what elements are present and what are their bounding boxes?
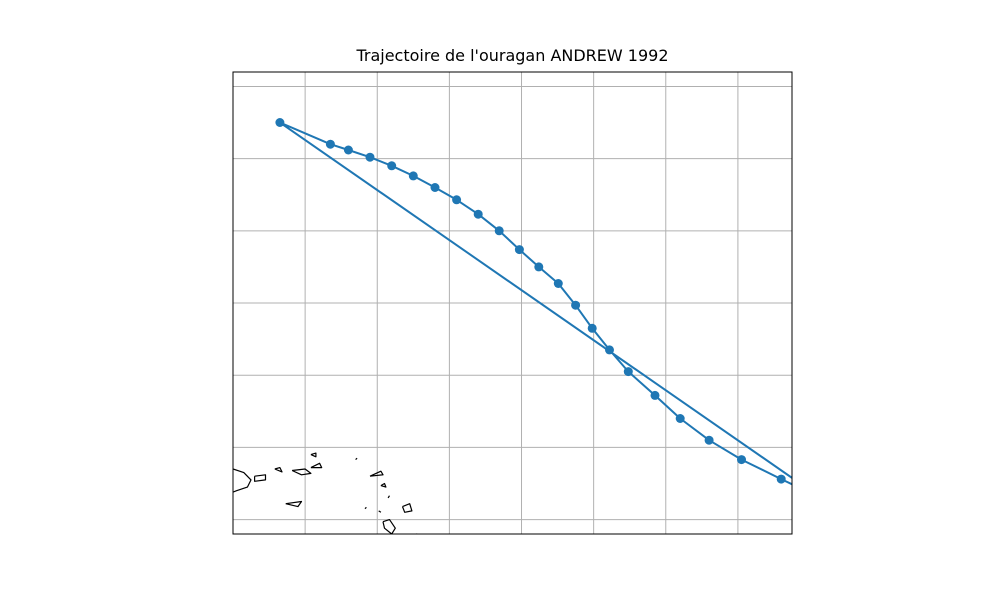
coastline <box>310 462 323 469</box>
coastline <box>274 467 283 473</box>
track-point <box>514 245 524 255</box>
track-point <box>704 435 714 445</box>
coastline <box>285 500 303 508</box>
track-point <box>387 161 397 171</box>
track-point <box>623 367 633 377</box>
track-point <box>473 209 483 219</box>
track-point <box>408 171 418 181</box>
coastline <box>291 468 312 476</box>
coastline <box>233 468 252 493</box>
coastline <box>401 503 413 513</box>
graticule <box>233 72 792 534</box>
track-point <box>365 152 375 162</box>
track-point <box>587 323 597 333</box>
coastline <box>254 474 267 482</box>
coastline <box>364 506 367 510</box>
track-point <box>776 474 786 484</box>
coastline <box>413 533 418 534</box>
coastline <box>369 470 384 477</box>
track-point <box>430 183 440 192</box>
track-point <box>275 118 285 127</box>
track-point <box>325 139 335 149</box>
hurricane-track <box>275 118 825 502</box>
track-point <box>534 262 544 272</box>
track-point <box>650 390 660 400</box>
coastline <box>380 482 387 488</box>
track-point <box>494 226 504 236</box>
coastline <box>310 452 317 458</box>
coastline <box>424 552 431 559</box>
map-frame <box>232 71 793 535</box>
track-point <box>343 145 353 155</box>
track-point <box>452 195 462 205</box>
track-point <box>816 493 825 502</box>
coastline <box>387 495 391 499</box>
coastline <box>355 457 358 461</box>
map-title: Trajectoire de l'ouragan ANDREW 1992 <box>356 46 669 65</box>
coastlines <box>233 452 471 588</box>
track-point <box>571 300 581 310</box>
track-point <box>605 345 614 355</box>
track-line <box>278 121 792 486</box>
track-point <box>675 414 685 423</box>
coastline <box>378 510 382 513</box>
coastline <box>437 574 453 588</box>
coastline <box>382 518 396 534</box>
coastline <box>392 547 396 548</box>
track-point <box>816 493 825 502</box>
track-point <box>737 455 746 465</box>
coastline <box>460 572 471 577</box>
track-point <box>553 279 563 288</box>
